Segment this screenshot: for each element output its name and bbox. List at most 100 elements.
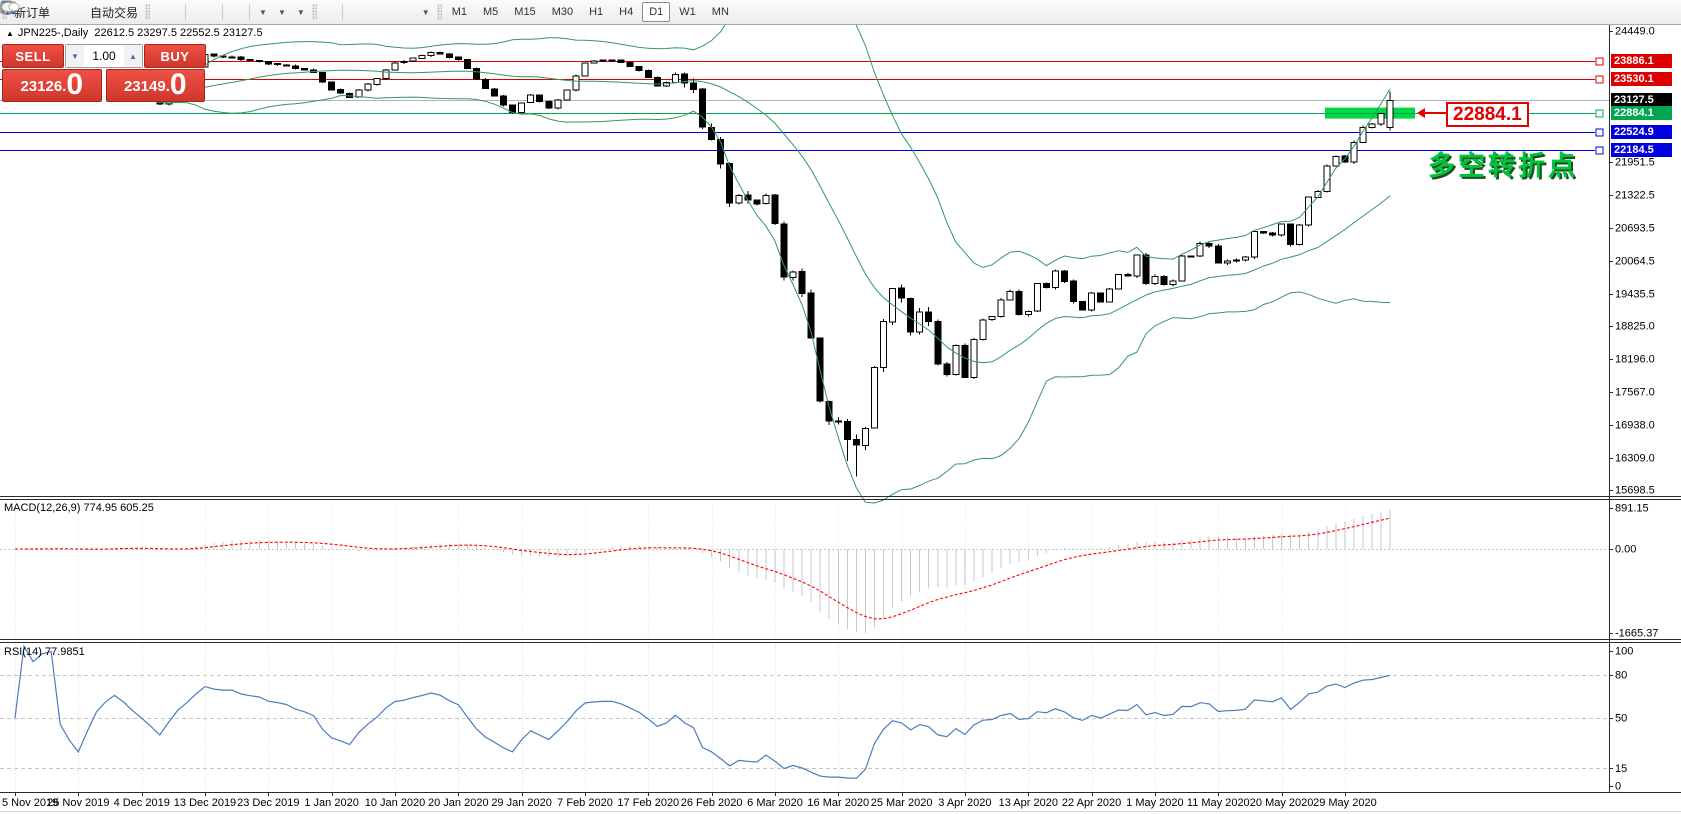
volume-decrease-button[interactable]: ▼	[66, 45, 84, 67]
horizontal-line-button[interactable]	[1, 1, 366, 23]
volume-increase-button[interactable]: ▲	[124, 45, 142, 67]
candle-body	[898, 287, 906, 299]
level-line-handle[interactable]	[1595, 109, 1604, 118]
candle-body	[1205, 242, 1213, 247]
sell-price-box[interactable]: 23126. 0	[2, 69, 102, 102]
price-tag-arrow-icon	[1417, 108, 1425, 118]
candle-body	[626, 61, 634, 67]
zoom-in-button[interactable]	[1, 1, 199, 23]
vertical-line-button[interactable]	[4, 1, 356, 23]
candle-body	[391, 62, 399, 71]
timeframe-button-m1[interactable]: M1	[451, 6, 467, 18]
collapse-arrow-icon[interactable]: ▲	[6, 29, 14, 38]
macd-label: MACD(12,26,9) 774.95 605.25	[4, 502, 154, 514]
timeframe-button-m15[interactable]: M15	[514, 6, 536, 18]
candle-body	[970, 339, 978, 378]
algo-trading-button[interactable]: 自动交易	[1, 1, 143, 23]
date-label: 25 Nov 2019	[47, 797, 109, 809]
candle-body	[264, 60, 272, 65]
toolbar: 新订单 自动交易	[0, 0, 1681, 25]
arrows-button[interactable]: ▼	[2, 1, 435, 23]
macd-signal-line	[15, 517, 1391, 620]
candle-body	[545, 100, 553, 109]
candle-body	[282, 64, 290, 67]
candle-body	[871, 367, 878, 429]
line-chart-button[interactable]	[0, 1, 182, 23]
timeframe-button-mn[interactable]: MN	[711, 6, 729, 18]
buy-price-box[interactable]: 23149. 0	[105, 68, 205, 102]
candle-body	[1042, 283, 1050, 289]
candle-body	[1368, 123, 1376, 128]
styles-button[interactable]	[1, 1, 65, 23]
candle-body	[608, 59, 616, 62]
candle-body	[1187, 255, 1195, 258]
current-price-label: 23127.5	[1611, 93, 1672, 107]
toolbar-grip[interactable]	[311, 4, 317, 20]
price-tag[interactable]: 22884.1	[1446, 102, 1529, 127]
buy-price: 23149	[123, 78, 166, 95]
equidistant-channel-button[interactable]: E	[0, 1, 386, 23]
toolbar-grip[interactable]	[145, 4, 151, 20]
signals-button[interactable]	[0, 1, 85, 23]
candle-body	[1350, 141, 1358, 163]
candle-body	[1033, 283, 1041, 312]
timeframe-button-w1[interactable]: W1	[679, 6, 696, 18]
candle-body	[843, 421, 851, 440]
candle-body	[762, 194, 770, 205]
candle-body	[491, 88, 498, 97]
dropdown-caret: ▼	[277, 7, 286, 17]
timeframe-button-d1[interactable]: D1	[642, 2, 671, 22]
indicators-button[interactable]: ▼	[1, 0, 272, 23]
level-line-handle[interactable]	[1595, 75, 1604, 84]
trendline-button[interactable]	[1, 1, 376, 23]
level-line-handle[interactable]	[1595, 57, 1604, 66]
date-label: 25 Mar 2020	[871, 797, 933, 809]
sell-price-pips: 0	[66, 68, 84, 101]
periods-button[interactable]: ▼	[1, 1, 291, 23]
candle-body	[771, 194, 779, 225]
tile-windows-button[interactable]	[1, 1, 219, 23]
candle-body	[481, 78, 489, 90]
text-label-button[interactable]: T	[0, 1, 416, 23]
candle-body	[852, 438, 860, 446]
candle-body	[1006, 290, 1014, 301]
candle-body	[1106, 288, 1114, 303]
auto-scroll-button[interactable]	[1, 1, 236, 23]
candle-body	[1051, 270, 1059, 289]
cursor-button[interactable]	[3, 1, 329, 23]
chart-shift-button[interactable]	[1, 1, 246, 23]
candle-body	[1015, 291, 1023, 315]
crosshair-button[interactable]	[1, 1, 339, 23]
macd-tick-label: 891.15	[1615, 503, 1649, 515]
timeframe-button-h1[interactable]: H1	[589, 6, 604, 18]
volume-input[interactable]	[84, 45, 124, 67]
candlestick-button[interactable]	[1, 1, 172, 23]
candle-body	[690, 82, 697, 90]
fibonacci-button[interactable]: F	[1, 1, 396, 23]
level-line-handle[interactable]	[1595, 146, 1604, 155]
zoom-out-button[interactable]	[1, 1, 209, 23]
sell-button[interactable]: SELL	[2, 44, 64, 68]
navigator-button[interactable]	[1, 1, 75, 23]
buy-price-pips: 0	[169, 68, 187, 101]
candle-body	[1178, 255, 1186, 282]
text-button[interactable]: A	[2, 1, 406, 23]
candle-body	[1269, 232, 1276, 236]
toolbar-grip[interactable]	[436, 4, 442, 20]
candle-body	[952, 345, 960, 375]
level-line-handle[interactable]	[1595, 128, 1604, 137]
templates-button[interactable]: ▼	[0, 1, 310, 23]
price-tick-label: 15698.5	[1615, 485, 1655, 497]
timeframe-button-m30[interactable]: M30	[551, 6, 574, 18]
chat-icon[interactable]	[0, 0, 20, 16]
bar-chart-button[interactable]	[2, 1, 162, 23]
timeframe-button-h4[interactable]: H4	[619, 6, 634, 18]
buy-button[interactable]: BUY	[144, 44, 206, 68]
candle-body	[934, 321, 942, 365]
rsi-tick-label: 50	[1615, 713, 1627, 725]
timeframe-button-m5[interactable]: M5	[483, 6, 499, 18]
price-tick-label: 16938.0	[1615, 420, 1655, 432]
candle-body	[518, 102, 526, 113]
candle-body	[554, 99, 562, 109]
